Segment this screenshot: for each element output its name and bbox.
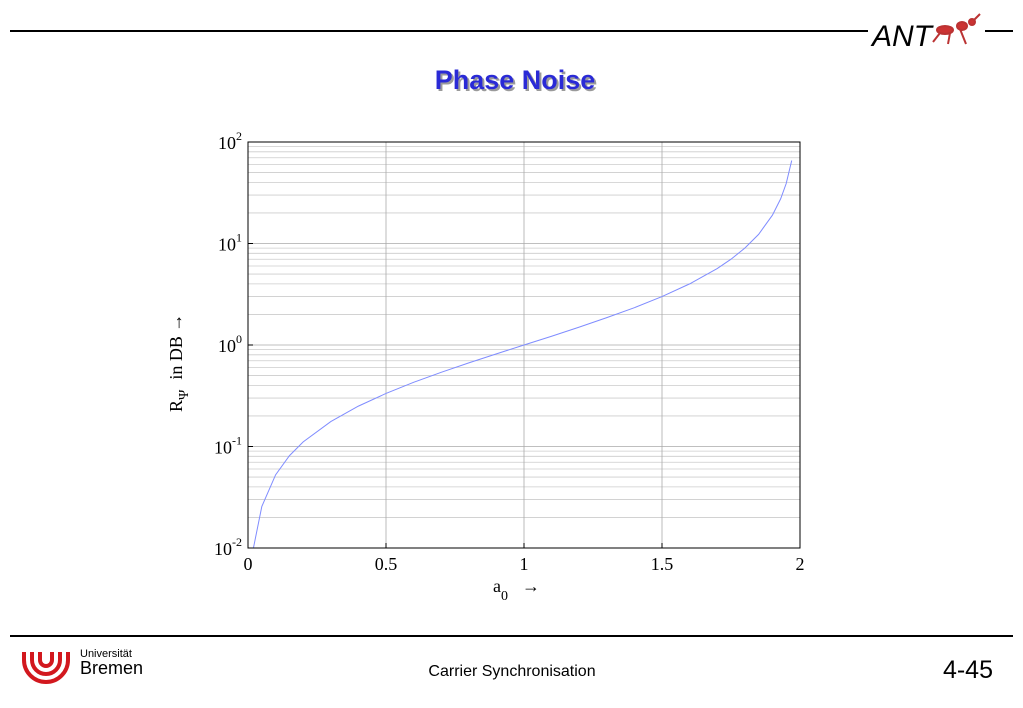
- x-label-text: a: [493, 576, 501, 596]
- y-tick-label: 100: [218, 332, 242, 356]
- x-tick-label: 0: [244, 554, 253, 574]
- logo-text: ANT: [870, 20, 935, 53]
- y-tick-base: 10: [218, 336, 236, 356]
- x-tick-label: 1: [520, 554, 529, 574]
- y-tick-base: 10: [218, 235, 236, 255]
- y-tick-label: 101: [218, 231, 242, 255]
- x-tick-label: 2: [796, 554, 805, 574]
- y-tick-exponent: 1: [236, 231, 242, 245]
- y-tick-label: 10-1: [214, 434, 242, 458]
- y-label-text: R: [166, 400, 186, 412]
- x-label-subscript: 0: [501, 589, 508, 604]
- y-tick-exponent: -2: [232, 535, 242, 549]
- slide-title: Phase Noise: [435, 65, 596, 95]
- y-tick-base: 10: [218, 133, 236, 153]
- y-label-subscript: Ψ: [177, 389, 192, 400]
- university-name: Universität: [80, 648, 132, 660]
- y-tick-exponent: 0: [236, 332, 242, 346]
- footer-text: Carrier Synchronisation: [428, 663, 595, 680]
- y-tick-label: 10-2: [214, 535, 242, 559]
- university-name: Bremen: [80, 658, 143, 678]
- page-number: 4-45: [943, 656, 993, 684]
- x-tick-label: 0.5: [375, 554, 398, 574]
- ant-icon: [932, 13, 981, 45]
- y-axis-label: RΨin DB →: [166, 314, 192, 412]
- university-logo: [22, 652, 70, 684]
- y-tick-label: 102: [218, 129, 242, 153]
- y-tick-exponent: 2: [236, 129, 242, 143]
- data-line: [253, 160, 793, 548]
- y-tick-base: 10: [214, 539, 232, 559]
- y-tick-exponent: -1: [232, 434, 242, 448]
- x-tick-label: 1.5: [651, 554, 674, 574]
- y-label-suffix: in DB →: [166, 314, 186, 380]
- x-label-suffix: →: [522, 576, 540, 596]
- x-axis-label: a0 →: [493, 576, 540, 604]
- plot-frame: [247, 141, 801, 549]
- y-tick-base: 10: [214, 438, 232, 458]
